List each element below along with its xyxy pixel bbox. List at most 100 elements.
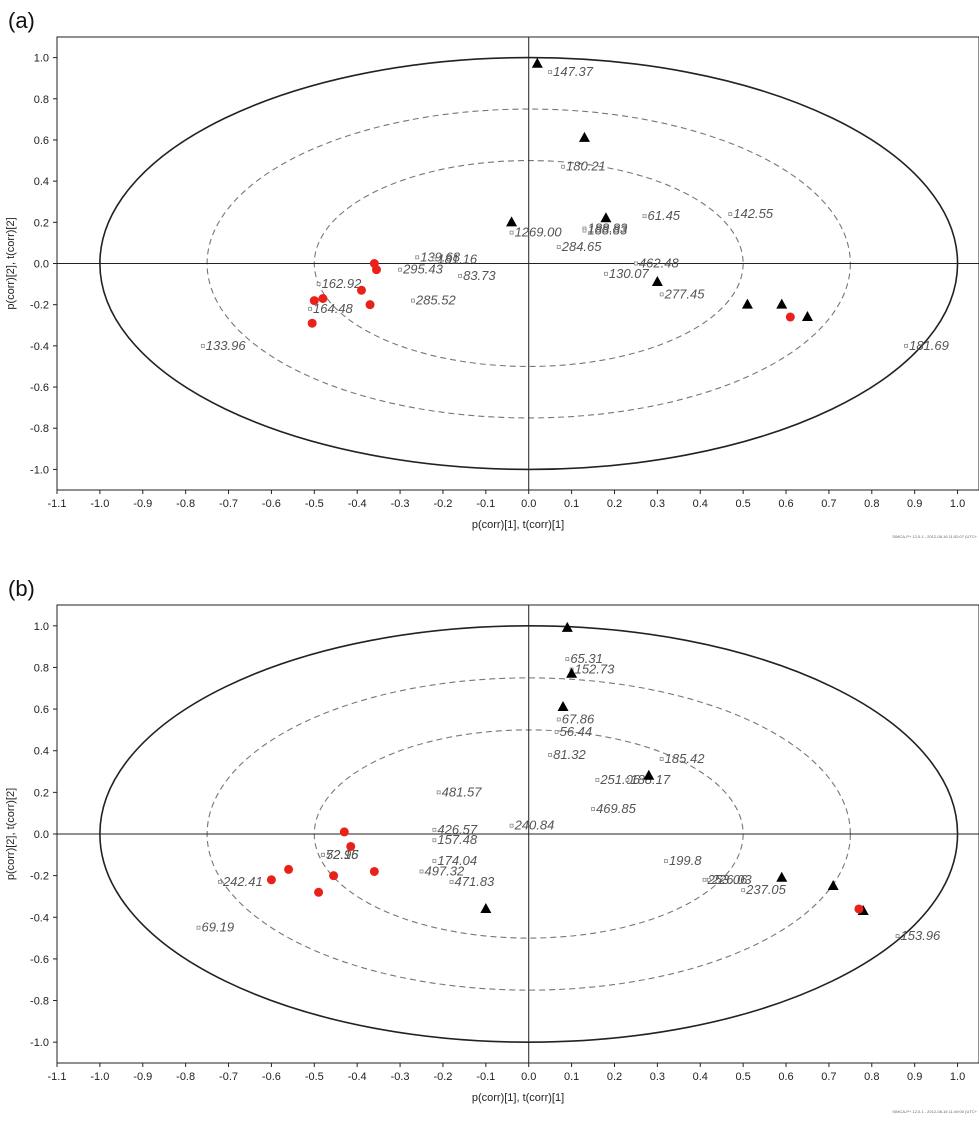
variable-point [308, 306, 312, 311]
red-dot-marker [329, 871, 339, 881]
variable-label: 83.73 [463, 268, 496, 283]
triangle-marker [801, 311, 813, 322]
y-tick-label: 1.0 [34, 53, 49, 65]
y-tick-label: -0.4 [30, 912, 49, 924]
variable-label: 81.32 [553, 747, 586, 762]
variable-point [728, 212, 733, 216]
triangle-marker [776, 298, 788, 309]
variable-point [556, 245, 561, 249]
variable-point [432, 838, 437, 843]
variable-label: 181.69 [909, 338, 949, 353]
triangle-marker [741, 298, 753, 309]
x-tick-label: -0.6 [262, 498, 281, 510]
variable-point [659, 757, 664, 761]
variable-point [509, 823, 514, 828]
y-axis-title: p(corr)[2], t(corr)[2] [5, 217, 17, 309]
x-tick-label: 0.5 [735, 498, 750, 510]
x-tick-label: -0.4 [348, 498, 367, 510]
variable-label: 1269.00 [515, 225, 563, 240]
x-tick-label: 1.0 [950, 1071, 965, 1083]
scatter-chart-b: 1.0 0.8 0.6 0.4 0.2 0.0 -0.2 -0.4 -0.6 -0.8 -1.0 -1… [5, 604, 979, 1114]
variable-label: 240.84 [514, 818, 555, 833]
x-tick-label: -0.5 [305, 498, 324, 510]
x-axis-title: p(corr)[1], t(corr)[1] [472, 519, 564, 531]
variable-label: 65.31 [570, 651, 603, 666]
variable-point [706, 877, 711, 882]
y-tick-label: 0.0 [34, 259, 49, 271]
y-tick-label: -0.2 [30, 300, 49, 312]
x-tick-label: -0.8 [176, 498, 195, 510]
x-tick-label: -0.6 [262, 1071, 281, 1083]
x-tick-label: 0.1 [564, 1071, 579, 1083]
triangle-marker [566, 667, 578, 678]
y-tick-label: -0.2 [30, 871, 49, 883]
y-tick-label: -0.8 [30, 423, 49, 435]
x-axis-title: p(corr)[1], t(corr)[1] [472, 1092, 564, 1104]
variable-label: 69.19 [202, 920, 235, 935]
x-tick-label: 0.9 [907, 1071, 922, 1083]
variable-point [411, 298, 415, 303]
variable-label: 253.06 [707, 872, 749, 887]
x-tick-label: 0.3 [650, 1071, 665, 1083]
variable-point [591, 807, 595, 811]
variable-point [659, 292, 664, 297]
software-footer: SIMCA-P+ 12.0.1 - 2012-08-16 11:49:00 (U… [892, 1109, 977, 1114]
y-tick-label: -0.4 [30, 341, 49, 353]
variable-point [316, 282, 321, 286]
variable-point [556, 717, 561, 722]
x-tick-label: -0.2 [433, 498, 452, 510]
variable-label: 61.45 [648, 208, 681, 223]
x-tick-label: -0.5 [305, 1071, 324, 1083]
x-tick-label: 0.9 [907, 498, 922, 510]
y-tick-label: 0.2 [34, 787, 49, 799]
variable-label: 199.8 [669, 853, 702, 868]
x-tick-label: -1.1 [48, 498, 67, 510]
variable-point [196, 925, 201, 930]
red-dot-marker [284, 864, 294, 874]
variable-label: 242.41 [222, 874, 263, 889]
variable-point [509, 230, 514, 235]
x-tick-label: 0.0 [521, 1071, 536, 1083]
variable-point [565, 657, 570, 662]
variable-point [458, 273, 463, 278]
variable-label: 237.05 [745, 882, 787, 897]
scatter-chart-a: 1.0 0.8 0.6 0.4 0.2 0.0 -0.2 -0.4 -0.6 -0.8 -1.0 -1… [5, 36, 979, 539]
triangle-marker [827, 880, 839, 891]
x-tick-label: -0.1 [476, 1071, 495, 1083]
red-dot-marker [365, 300, 375, 310]
variable-point [702, 877, 707, 882]
y-tick-label: 0.8 [34, 94, 49, 106]
variable-label: 285.52 [415, 293, 457, 308]
triangle-marker [531, 57, 543, 68]
variable-point [642, 214, 647, 219]
triangle-marker [506, 216, 518, 227]
red-dot-marker [339, 827, 349, 837]
x-tick-label: 0.4 [693, 498, 708, 510]
variable-label: 162.92 [322, 276, 363, 291]
variable-label: 188.83 [587, 220, 628, 235]
y-tick-label: -0.8 [30, 996, 49, 1008]
variable-point [419, 869, 424, 874]
y-tick-label: 0.4 [34, 176, 49, 188]
software-footer: SIMCA-P+ 12.0.1 - 2012-08-16 11:52:07 (U… [892, 534, 977, 539]
variable-point [595, 777, 600, 782]
variable-point [582, 228, 587, 233]
triangle-marker [578, 131, 590, 142]
variable-label: 481.57 [442, 784, 483, 799]
y-tick-label: 1.0 [34, 621, 49, 633]
triangle-marker [651, 276, 663, 287]
triangle-marker [557, 701, 569, 712]
red-dot-marker [369, 866, 379, 876]
triangle-marker [776, 871, 788, 882]
x-tick-label: 0.2 [607, 498, 622, 510]
variable-point [320, 852, 325, 857]
y-tick-label: -0.6 [30, 954, 49, 966]
variable-label: 56.44 [560, 724, 593, 739]
variable-point [741, 888, 746, 893]
variable-label: 174.04 [437, 853, 477, 868]
variable-point [449, 879, 454, 884]
x-tick-label: -1.0 [90, 1071, 109, 1083]
red-dot-marker [318, 294, 328, 304]
x-tick-label: 0.2 [607, 1071, 622, 1083]
y-axis-title: p(corr)[2], t(corr)[2] [5, 788, 17, 880]
